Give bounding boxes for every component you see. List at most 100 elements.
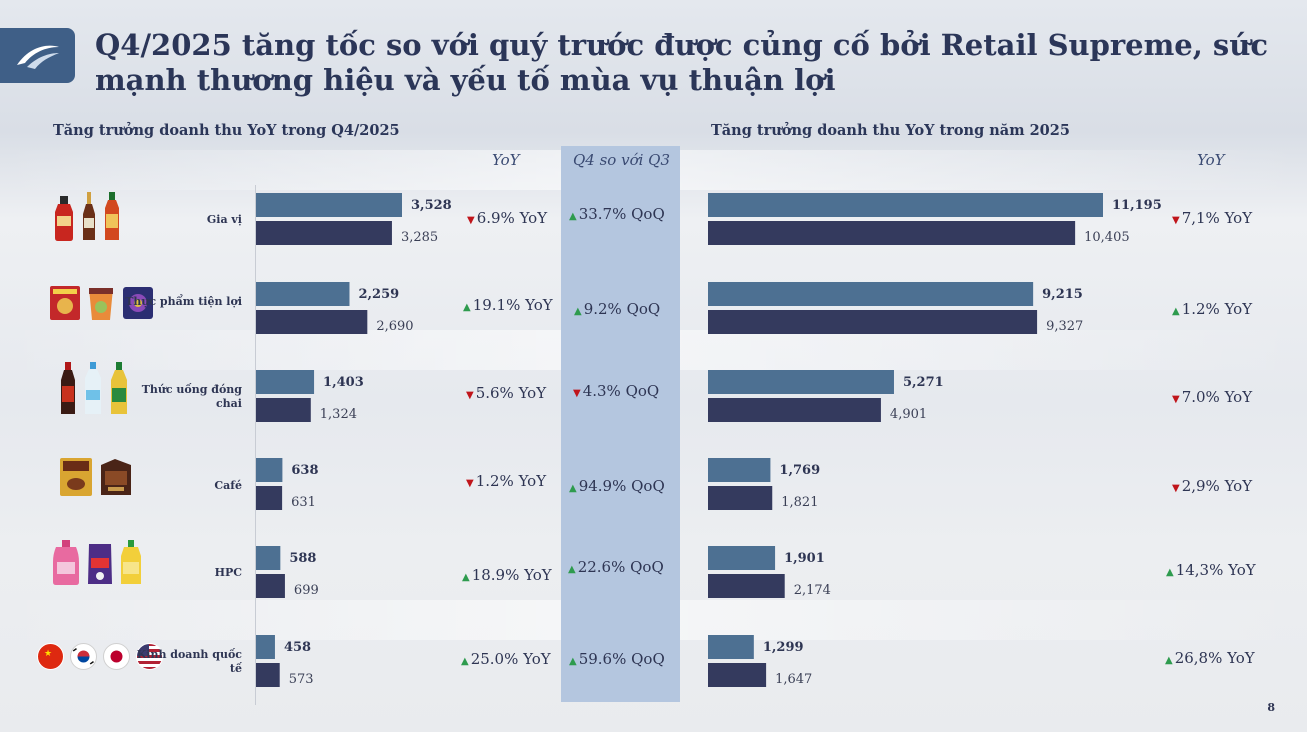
fy-yoy-hpc: ▲ 14,3% YoY (1166, 561, 1256, 579)
q4-bar-label-s2-0: 3,285 (401, 230, 438, 245)
up-arrow-icon: ▲ (461, 656, 469, 667)
q4-bar-label-s1-0: 3,528 (411, 198, 452, 213)
fy-bar-s1-4 (708, 546, 776, 570)
page-title: Q4/2025 tăng tốc so với quý trước được c… (95, 28, 1268, 97)
qoq-gia-vi: ▲ 33.7% QoQ (569, 205, 665, 223)
up-arrow-icon: ▲ (463, 302, 471, 313)
fy-bar-label-s1-5: 1,299 (763, 640, 804, 655)
instant-noodle-pack-icon (50, 286, 80, 320)
fy-bar-s1-3 (708, 458, 771, 482)
icons-thuc-pham (49, 284, 155, 322)
up-arrow-icon: ▲ (574, 306, 582, 317)
q4-bar-s1-5 (256, 635, 275, 659)
fy-bar-s2-4 (708, 574, 785, 598)
logo-swoosh-icon (16, 45, 59, 69)
q4-bar-s2-0 (256, 221, 392, 245)
q4-yoy-thuc-uong: ▼ 5.6% YoY (466, 384, 547, 402)
fy-bar-label-s1-4: 1,901 (784, 551, 825, 566)
icons-cafe (59, 457, 133, 497)
q4-yoy-cafe: ▼ 1.2% YoY (466, 472, 547, 490)
fy-yoy-gia-vi: ▼ 7,1% YoY (1172, 209, 1253, 227)
q4-bar-s2-1 (256, 310, 368, 334)
fy-bar-s1-5 (708, 635, 754, 659)
q4-bar-s2-5 (256, 663, 280, 687)
snack-pack-icon (123, 287, 153, 319)
qoq-column-header: Q4 so với Q3 (573, 151, 671, 169)
fy-bar-label-s1-2: 5,271 (903, 375, 944, 390)
fy-yoy-cafe: ▼ 2,9% YoY (1172, 477, 1253, 495)
fy-bar-label-s2-3: 1,821 (781, 495, 818, 510)
down-arrow-icon: ▼ (573, 388, 581, 399)
fy-bar-label-s2-5: 1,647 (775, 672, 812, 687)
qoq-thuc-uong: ▼ 4.3% QoQ (573, 382, 660, 400)
q4-bar-label-s2-4: 699 (294, 583, 319, 598)
qoq-cafe: ▲ 94.9% QoQ (569, 477, 665, 495)
q4-bar-label-s1-2: 1,403 (323, 375, 364, 390)
left-chart-subtitle: Tăng trưởng doanh thu YoY trong Q4/2025 (53, 122, 400, 139)
fy-bar-label-s1-0: 11,195 (1112, 198, 1162, 213)
up-arrow-icon: ▲ (462, 572, 470, 583)
q4-bar-s2-3 (256, 486, 283, 510)
icons-gia-vi (53, 192, 121, 242)
down-arrow-icon: ▼ (1172, 215, 1180, 226)
page-number: 8 (1267, 701, 1275, 714)
down-arrow-icon: ▼ (1172, 394, 1180, 405)
qoq-quoc-te: ▲ 59.6% QoQ (569, 650, 665, 668)
q4-yoy-thuc-pham: ▲ 19.1% YoY (463, 296, 553, 314)
up-arrow-icon: ▲ (1166, 567, 1174, 578)
dish-soap-bottle-icon (121, 540, 141, 584)
category-label-thuc-pham: Thực phẩm tiện lợi (125, 295, 242, 308)
coffee-bag-icon (60, 458, 92, 496)
q4-yoy-hpc: ▲ 18.9% YoY (462, 566, 552, 584)
q4-yoy-gia-vi: ▼ 6.9% YoY (467, 209, 548, 227)
qoq-hpc: ▲ 22.6% QoQ (568, 558, 664, 576)
q4-bar-label-s1-5: 458 (284, 640, 311, 655)
q4-bar-label-s2-3: 631 (291, 495, 316, 510)
fy-bar-label-s2-1: 9,327 (1046, 319, 1083, 334)
instant-noodle-cup-icon (89, 288, 113, 320)
fish-sauce-bottle-icon (83, 192, 95, 240)
up-arrow-icon: ▲ (569, 211, 577, 222)
category-label-gia-vi: Gia vị (206, 213, 242, 226)
fy-yoy-column-header: YoY (1197, 151, 1225, 169)
q4-bar-label-s1-4: 588 (289, 551, 316, 566)
q4-bar-label-s2-1: 2,690 (376, 319, 413, 334)
fy-yoy-thuc-pham: ▲ 1.2% YoY (1172, 300, 1253, 318)
category-label-quoc-te: Kinh doanh quốc tế (136, 648, 242, 675)
fy-bar-label-s1-1: 9,215 (1042, 287, 1083, 302)
qoq-thuc-pham: ▲ 9.2% QoQ (574, 300, 661, 318)
detergent-pouch-icon (88, 544, 112, 584)
up-arrow-icon: ▲ (569, 656, 577, 667)
up-arrow-icon: ▲ (1165, 655, 1173, 666)
down-arrow-icon: ▼ (467, 215, 475, 226)
yoy-column-header: YoY (492, 151, 520, 169)
fy-bar-label-s2-4: 2,174 (794, 583, 831, 598)
q4-bar-s1-1 (256, 282, 350, 306)
svg-text:★: ★ (44, 649, 52, 659)
q4-bar-s1-2 (256, 370, 315, 394)
up-arrow-icon: ▲ (569, 483, 577, 494)
q4-bar-s2-4 (256, 574, 285, 598)
fy-bar-s2-3 (708, 486, 773, 510)
q4-bar-label-s1-1: 2,259 (358, 287, 399, 302)
category-label-hpc: HPC (214, 566, 242, 579)
water-bottle-icon (85, 362, 101, 414)
down-arrow-icon: ▼ (466, 478, 474, 489)
up-arrow-icon: ▲ (568, 564, 576, 575)
fy-bar-label-s2-0: 10,405 (1084, 230, 1130, 245)
up-arrow-icon: ▲ (1172, 306, 1180, 317)
qoq-column-panel (561, 146, 680, 702)
down-arrow-icon: ▼ (1172, 483, 1180, 494)
fy-bar-s1-0 (708, 193, 1103, 217)
detergent-bottle-icon (53, 540, 79, 585)
fy-bar-s2-5 (708, 663, 767, 687)
icons-quoc-te: ★ (37, 643, 163, 670)
fy-yoy-thuc-uong: ▼ 7.0% YoY (1172, 388, 1253, 406)
china-flag-icon: ★ (37, 643, 64, 670)
fy-bar-label-s2-2: 4,901 (890, 407, 927, 422)
icons-thuc-uong (59, 362, 129, 416)
fy-yoy-quoc-te: ▲ 26,8% YoY (1165, 649, 1255, 667)
fy-bar-label-s1-3: 1,769 (779, 463, 820, 478)
icons-hpc (52, 540, 142, 586)
